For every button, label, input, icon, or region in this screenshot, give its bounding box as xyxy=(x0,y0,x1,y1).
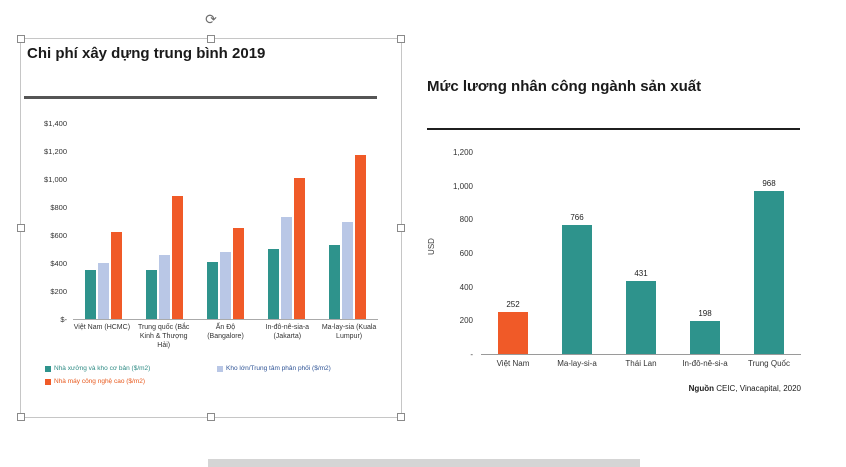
x-category-label: Trung Quốc xyxy=(748,359,790,368)
bar-value-label: 198 xyxy=(698,309,712,318)
legend-marker-icon xyxy=(45,365,51,372)
selection-handle-ne[interactable] xyxy=(397,35,405,43)
chart-bar xyxy=(342,222,353,319)
y-tick-label: $1,200 xyxy=(44,147,67,156)
chart-bar xyxy=(98,263,109,319)
y-tick-label: $200 xyxy=(50,287,67,296)
chart-bar xyxy=(111,232,122,319)
bar-with-label: 968 xyxy=(754,179,784,354)
y-tick-label: $1,000 xyxy=(44,175,67,184)
x-category-label: In-đô-nê-sia-a (Jakarta) xyxy=(265,324,310,341)
legend-marker-icon xyxy=(45,378,51,385)
right-chart-x-axis-labels: Việt Nam Ma-lay-si-a Thái Lan In-đô-nê-si-a… xyxy=(481,359,801,368)
chart-bar xyxy=(754,191,784,354)
left-chart-divider xyxy=(24,96,377,99)
x-category-label: Thái Lan xyxy=(625,359,657,368)
legend-item: Kho lớn/Trung tâm phân phối ($/m2) xyxy=(217,365,389,372)
chart-bar xyxy=(329,245,340,319)
y-tick-label: 400 xyxy=(459,282,473,292)
y-tick-label: $1,400 xyxy=(44,119,67,128)
bar-group xyxy=(85,232,122,319)
right-chart-divider xyxy=(427,128,800,130)
left-chart-plot-area xyxy=(73,123,378,320)
x-category-label: Trung quốc (Bắc Kinh & Thượng Hải) xyxy=(137,324,190,350)
y-tick-label: $600 xyxy=(50,231,67,240)
legend-label: Nhà xưởng và kho cơ bản ($/m2) xyxy=(54,365,151,372)
selection-handle-e[interactable] xyxy=(397,224,405,232)
bar-group xyxy=(329,155,366,319)
left-chart-title: Chi phí xây dựng trung bình 2019 xyxy=(27,45,266,62)
right-chart-y-axis-title: USD xyxy=(426,238,436,255)
bar-group xyxy=(268,178,305,319)
y-tick-label: 200 xyxy=(459,316,473,326)
page-edge-strip xyxy=(208,459,640,467)
chart-bar xyxy=(146,270,157,319)
bar-group xyxy=(207,228,244,319)
y-tick-label: $800 xyxy=(50,203,67,212)
chart-bar xyxy=(281,217,292,319)
chart-bar xyxy=(220,252,231,319)
selection-handle-n[interactable] xyxy=(207,35,215,43)
left-chart-y-axis: $1,400 $1,200 $1,000 $800 $600 $400 $200 $- xyxy=(25,119,67,324)
chart-bar xyxy=(294,178,305,319)
bar-group xyxy=(146,196,183,319)
bar-with-label: 252 xyxy=(498,300,528,354)
chart-bar xyxy=(159,255,170,319)
x-category-label: Ma-lay-si-a xyxy=(557,359,597,368)
selection-handle-w[interactable] xyxy=(17,224,25,232)
bar-with-label: 766 xyxy=(562,213,592,354)
bar-with-label: 198 xyxy=(690,309,720,354)
source-label: Nguồn xyxy=(688,384,714,393)
y-tick-label: 600 xyxy=(459,249,473,258)
source-text: CEIC, Vinacapital, 2020 xyxy=(713,384,801,393)
right-chart-title: Mức lương nhân công ngành sản xuất xyxy=(427,78,702,95)
left-chart-legend: Nhà xưởng và kho cơ bản ($/m2) Kho lớn/Tr… xyxy=(45,365,389,385)
chart-bar xyxy=(690,321,720,354)
right-chart-plot-area: 252 766 431 198 968 xyxy=(481,152,801,355)
bar-value-label: 766 xyxy=(570,213,584,222)
y-tick-label: 800 xyxy=(459,215,473,225)
bar-with-label: 431 xyxy=(626,269,656,354)
legend-label: Nhà máy công nghệ cao ($/m2) xyxy=(54,378,146,386)
legend-label: Kho lớn/Trung tâm phân phối ($/m2) xyxy=(226,365,331,372)
selection-handle-sw[interactable] xyxy=(17,413,25,421)
x-category-label: Ma-lay-sia (Kuala Lumpur) xyxy=(321,324,377,341)
y-tick-label: $400 xyxy=(50,259,67,268)
legend-item: Nhà máy công nghệ cao ($/m2) xyxy=(45,378,217,385)
bar-value-label: 431 xyxy=(634,269,648,278)
legend-marker-icon xyxy=(217,365,223,372)
x-category-label: Việt Nam xyxy=(496,359,530,368)
x-category-label: Ấn Độ (Bangalore) xyxy=(207,324,244,341)
chart-bar xyxy=(562,225,592,354)
legend-item: Nhà xưởng và kho cơ bản ($/m2) xyxy=(45,365,217,372)
y-tick-label: - xyxy=(470,350,473,359)
right-chart-y-axis: 1,200 1,000 800 600 400 200 - xyxy=(437,148,473,359)
chart-bar xyxy=(355,155,366,319)
wage-chart-object[interactable]: Mức lương nhân công ngành sản xuất USD 1… xyxy=(425,70,825,440)
chart-bar xyxy=(85,270,96,319)
selection-handle-se[interactable] xyxy=(397,413,405,421)
chart-bar xyxy=(233,228,244,319)
x-category-label: In-đô-nê-si-a xyxy=(682,359,728,368)
bar-value-label: 968 xyxy=(762,179,776,188)
selection-handle-s[interactable] xyxy=(207,413,215,421)
x-category-label: Việt Nam (HCMC) xyxy=(73,324,131,331)
chart-bar xyxy=(207,262,218,319)
chart-bar xyxy=(172,196,183,319)
rotate-handle-icon[interactable]: ⟳ xyxy=(205,11,217,27)
y-tick-label: 1,200 xyxy=(452,148,473,157)
chart-bar xyxy=(268,249,279,319)
left-chart-x-axis-labels: Việt Nam (HCMC) Trung quốc (Bắc Kinh & Th… xyxy=(71,323,380,350)
chart-bar xyxy=(626,281,656,354)
source-note: Nguồn CEIC, Vinacapital, 2020 xyxy=(689,384,801,393)
construction-cost-chart-object[interactable]: ⟳ Chi phí xây dựng trung bình 2019 $1,40… xyxy=(17,11,405,421)
bar-value-label: 252 xyxy=(506,300,520,309)
y-tick-label: 1,000 xyxy=(452,181,473,191)
chart-bar xyxy=(498,312,528,354)
selection-handle-nw[interactable] xyxy=(17,35,25,43)
y-tick-label: $- xyxy=(60,315,67,324)
